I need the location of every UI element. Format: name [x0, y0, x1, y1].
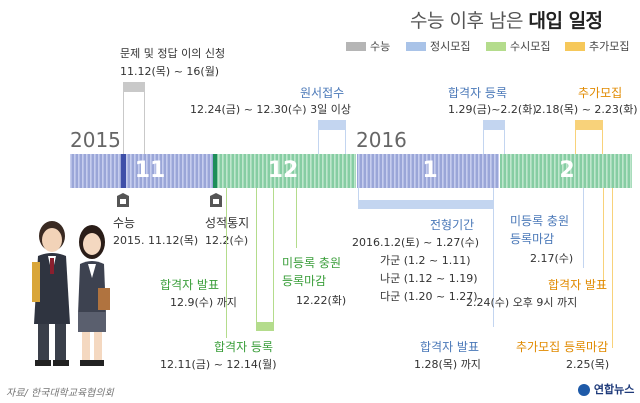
early-reg-bar [256, 322, 274, 331]
early-unreg-title-2: 등록마감 [282, 274, 327, 288]
legend-label-early: 수시모집 [510, 40, 551, 53]
legend-swatch-additional [565, 42, 585, 51]
reg-e-date: 2.25(목) [566, 358, 610, 371]
month-11-band [70, 154, 213, 188]
early-reg-title: 합격자 등록 [214, 340, 274, 354]
month-2-band [499, 154, 632, 188]
score-day-mark [213, 154, 217, 188]
score-marker-icon [210, 193, 222, 207]
early-unreg-line [296, 188, 297, 248]
early-reg-date: 12.11(금) ~ 12.14(월) [160, 358, 277, 371]
exam-marker-icon [117, 193, 129, 207]
early-unreg-title-1: 미등록 충원 [282, 256, 342, 270]
year-2016: 2016 [356, 128, 407, 152]
reg1-line [504, 130, 505, 154]
legend-label-exam: 수능 [370, 40, 391, 53]
pass-j-date: 1.28(목) 까지 [414, 358, 481, 371]
appeal-line [123, 92, 124, 154]
period-bar [358, 200, 494, 209]
students-illustration [32, 221, 110, 366]
month-12-band [213, 154, 356, 188]
period-line [493, 188, 494, 200]
month-divider [499, 154, 500, 188]
early-pass-date: 12.9(수) 까지 [170, 296, 237, 309]
unreg-j-line [583, 188, 584, 268]
exam-date: 2015. 11.12(목) [113, 234, 199, 247]
period-na: 나군 (1.12 ~ 1.19) [380, 272, 478, 285]
period-line [358, 188, 359, 200]
year-2015: 2015 [70, 128, 121, 152]
month-label-11: 11 [134, 158, 166, 183]
period-da: 다군 (1.20 ~ 1.27) [380, 290, 478, 303]
score-title: 성적통지 [205, 216, 250, 230]
pass-e-line [603, 188, 604, 288]
early-reg-line [273, 188, 274, 322]
unreg-j-title-2: 등록마감 [510, 232, 555, 246]
apply-title: 원서접수 [300, 86, 345, 100]
extra-line [602, 130, 603, 154]
pass-j-line [493, 209, 494, 327]
pass-j-title: 합격자 발표 [420, 340, 480, 354]
period-ga: 가군 (1.2 ~ 1.11) [380, 254, 471, 267]
exam-day-mark [121, 154, 126, 188]
month-1-band [356, 154, 499, 188]
appeal-date: 11.12(목) ~ 16(월) [120, 65, 220, 78]
reg1-date: 1.29(금)~2.2(화) [448, 103, 537, 116]
title-bold: 대입 일정 [528, 10, 604, 32]
early-pass-title: 합격자 발표 [160, 278, 220, 292]
early-pass-line [226, 188, 227, 338]
appeal-title: 문제 및 정답 이의 신청 [120, 47, 226, 60]
month-label-2: 2 [559, 158, 575, 183]
extra-bar [575, 120, 603, 130]
legend-swatch-early [486, 42, 506, 51]
timeline-band [70, 154, 632, 188]
brand-logo: 연합뉴스 [578, 381, 634, 397]
period-date: 2016.1.2(토) ~ 1.27(수) [352, 236, 480, 249]
appeal-bar [123, 82, 145, 92]
legend-swatch-exam [346, 42, 366, 51]
early-unreg-date: 12.22(화) [296, 294, 347, 307]
apply-date: 12.24(금) ~ 12.30(수) 3일 이상 [190, 103, 351, 116]
reg1-title: 합격자 등록 [448, 86, 508, 100]
reg-e-title: 추가모집 등록마감 [516, 340, 609, 354]
page-title: 수능 이후 남은 대입 일정 [410, 6, 603, 33]
brand-text: 연합뉴스 [593, 383, 635, 396]
period-title: 전형기간 [430, 218, 475, 232]
apply-line [318, 130, 319, 154]
reg-e-line [612, 188, 613, 348]
appeal-line [144, 92, 145, 154]
extra-title: 추가모집 [578, 86, 623, 100]
unreg-j-date: 2.17(수) [530, 252, 574, 265]
legend-label-additional: 추가모집 [589, 40, 630, 53]
reg1-bar [483, 120, 505, 130]
apply-bar [318, 120, 346, 130]
source-text: 자료/ 한국대학교육협의회 [6, 388, 114, 399]
apply-line [345, 130, 346, 154]
exam-title: 수능 [113, 216, 136, 230]
month-label-12: 12 [267, 158, 299, 183]
legend-label-regular: 정시모집 [430, 40, 471, 53]
extra-line [575, 130, 576, 154]
legend-swatch-regular [406, 42, 426, 51]
month-divider [356, 154, 357, 188]
reg1-line [483, 130, 484, 154]
brand-circle-icon [578, 384, 590, 396]
pass-e-date: 2.24(수) 오후 9시 까지 [466, 296, 578, 309]
early-reg-line [256, 188, 257, 328]
title-normal: 수능 이후 남은 [410, 10, 529, 32]
pass-e-title: 합격자 발표 [548, 278, 608, 292]
unreg-j-title-1: 미등록 충원 [510, 214, 570, 228]
extra-date: 2.18(목) ~ 2.23(화) [535, 103, 638, 116]
month-label-1: 1 [422, 158, 438, 183]
